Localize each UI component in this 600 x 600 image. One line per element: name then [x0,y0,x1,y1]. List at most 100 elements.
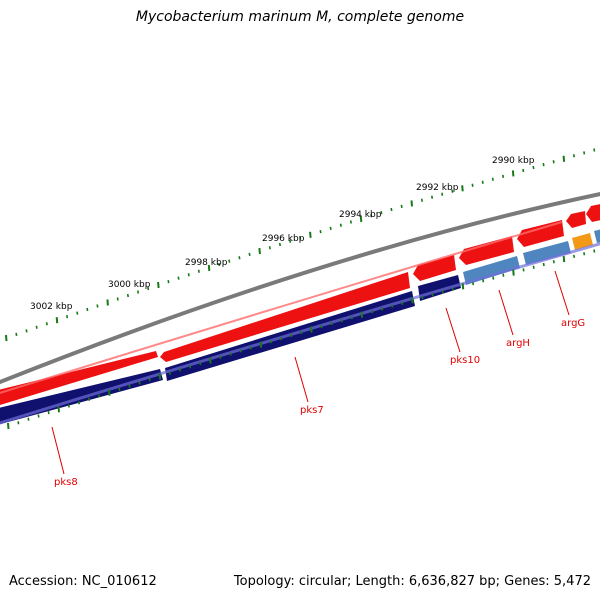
scale-labels: 2990 kbp 2992 kbp 2994 kbp 2996 kbp 2998… [30,156,535,312]
outer-ticks-tick [5,334,8,342]
gene-forward-7 [586,204,600,222]
outer-ticks-tick [522,168,525,173]
gene-special [572,233,593,250]
outer-ticks-tick [359,215,363,222]
outer-ticks-tick [76,311,79,315]
outer-ticks-tick [248,252,251,257]
inner-ticks-tick [77,401,80,405]
inner-ticks-tick [259,341,263,348]
gene-reverse-argH [463,256,520,285]
inner-ticks-tick [249,346,252,350]
outer-ticks-tick [441,192,444,196]
inner-ticks-tick [310,326,313,333]
scale-label-2994: 2994 kbp [339,210,382,220]
scale-label-2990: 2990 kbp [492,156,535,166]
scale-label-2996: 2996 kbp [262,234,305,244]
inner-ticks-tick [108,389,111,396]
inner-ticks-tick [411,297,414,304]
inner-ticks-tick [280,336,283,341]
inner-ticks-tick [209,357,212,364]
inner-ticks-tick [88,397,91,401]
inner-ticks-tick [57,406,60,413]
genome-backbone [0,192,600,385]
inner-ticks-tick [451,287,454,291]
outer-ticks-tick [96,304,99,308]
inner-ticks-tick [37,414,40,418]
inner-ticks-tick [148,377,151,382]
inner-ticks-tick [67,404,70,408]
outer-ticks-tick [86,307,89,312]
inner-ticks-tick [330,321,333,326]
outer-ticks-tick [197,269,200,273]
callout-line-argH [498,289,514,336]
inner-ticks-tick [593,249,596,253]
outer-ticks-tick [137,290,140,294]
outer-ticks-tick [319,229,322,234]
outer-ticks-tick [268,246,271,250]
callout-line-pks7 [294,356,309,403]
outer-ticks-tick [471,183,474,187]
outer-ticks-tick [55,317,59,324]
outer-ticks-tick [481,180,484,184]
outer-ticks-tick [147,286,150,291]
outer-ticks-tick [583,151,586,155]
inner-ticks-tick [391,304,394,308]
inner-ticks-tick [522,268,525,272]
inner-ticks-tick [573,254,576,259]
genome-summary-text: Topology: circular; Length: 6,636,827 bp… [233,574,591,589]
outer-ticks-tick [126,293,129,298]
outer-ticks-tick [218,262,221,267]
outer-ticks-tick [349,220,352,224]
outer-ticks-tick [420,198,423,202]
inner-ticks-tick [421,295,424,300]
inner-ticks-tick [542,262,545,267]
inner-ticks-tick [461,283,465,290]
accession-text: Accession: NC_010612 [9,574,157,589]
inner-scale-ticks [7,249,596,430]
outer-ticks-tick [15,332,18,337]
outer-ticks-tick [278,242,281,247]
outer-ticks-tick [177,276,180,280]
outer-ticks-tick [370,214,373,218]
outer-ticks-tick [390,207,393,212]
outer-ticks-tick [400,204,403,209]
gene-forward-5 [517,220,564,247]
inner-ticks-tick [370,310,373,314]
outer-ticks-tick [502,174,505,179]
inner-ticks-tick [199,361,202,366]
outer-ticks-tick [35,325,38,329]
inner-ticks-tick [98,394,101,398]
outer-ticks-tick [116,297,119,301]
inner-ticks-tick [320,324,323,329]
outer-ticks-tick [207,264,211,271]
outer-scale-ticks [5,148,596,342]
inner-ticks-tick [401,301,404,305]
inner-ticks-tick [482,279,485,283]
gene-reverse-argG [523,241,571,265]
outer-ticks-tick [228,259,231,263]
callout-line-pks10 [445,307,461,353]
outer-ticks-tick [66,314,69,319]
inner-ticks-tick [128,384,131,388]
outer-ticks-tick [572,154,575,158]
outer-ticks-tick [187,273,190,277]
inner-ticks-tick [7,422,10,430]
inner-ticks-tick [138,381,141,385]
outer-ticks-tick [339,223,342,227]
gene-forward-3 [413,255,456,281]
gene-forward-4 [459,236,514,265]
outer-ticks-tick [380,210,383,215]
outer-ticks-tick [167,279,170,284]
inner-ticks-tick [512,269,515,276]
outer-ticks-tick [562,155,566,162]
outer-ticks-tick [289,239,292,243]
inner-ticks-tick [47,410,50,415]
outer-ticks-tick [238,256,241,260]
outer-ticks-tick [258,248,261,255]
outer-ticks-tick [299,236,302,240]
inner-ticks-tick [290,333,293,338]
gene-reverse-end [594,229,600,243]
gene-label-pks7: pks7 [300,405,324,416]
outer-ticks-tick [431,195,434,199]
